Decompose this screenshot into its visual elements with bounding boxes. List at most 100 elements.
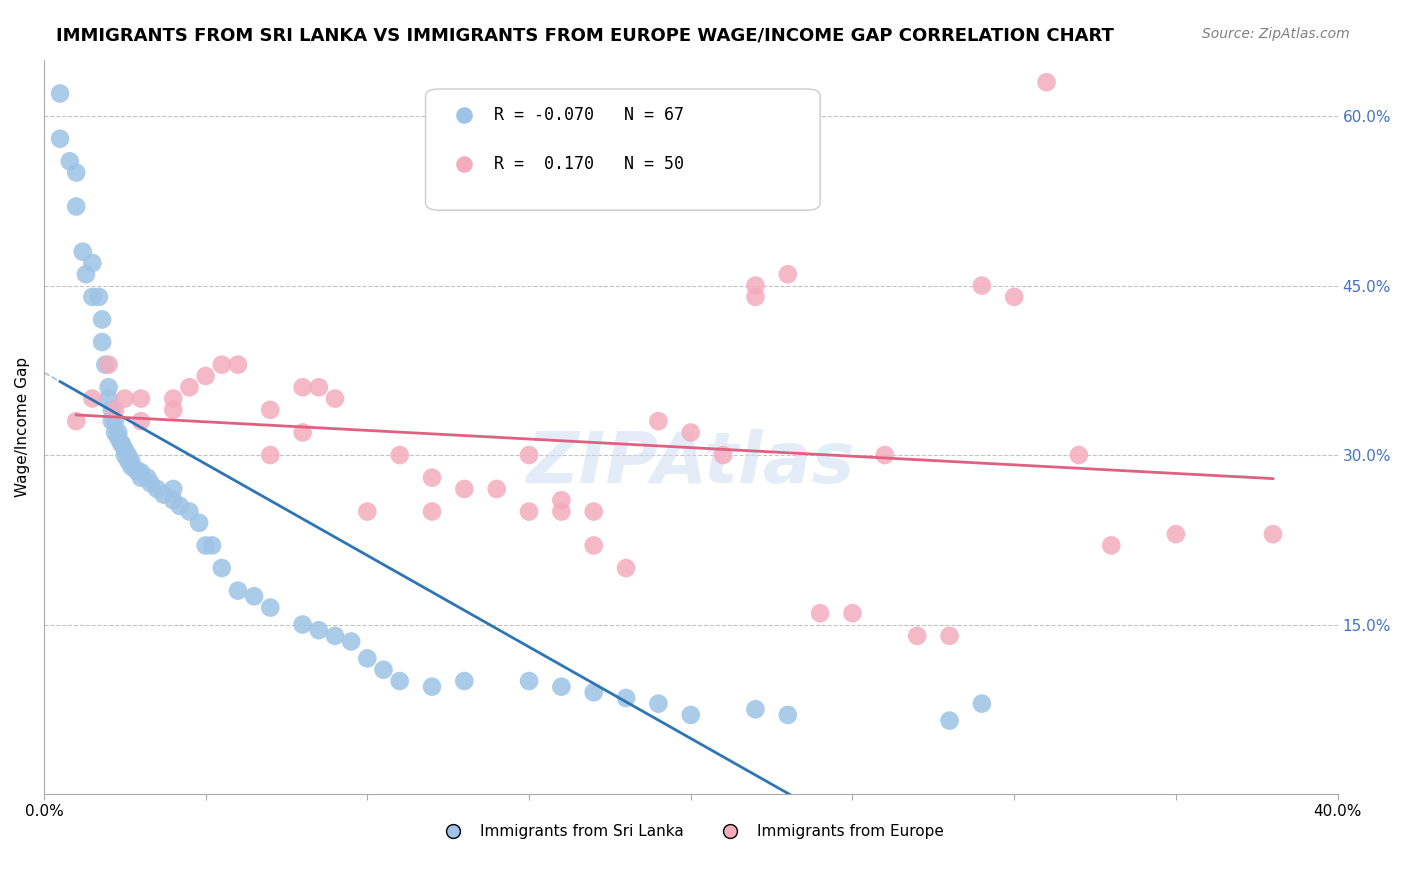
Point [259,402,281,417]
Point [356,651,378,665]
Point [65,199,87,213]
Text: ZIPAtlas: ZIPAtlas [526,429,855,498]
Point [49,131,72,145]
Point [152,487,174,501]
Legend: Immigrants from Sri Lanka, Immigrants from Europe: Immigrants from Sri Lanka, Immigrants fr… [432,818,950,845]
Point [72,244,94,259]
Point [162,402,184,417]
Point [582,538,605,552]
Point [550,493,572,508]
Point [101,414,124,428]
Point [110,436,132,450]
Point [243,589,266,603]
Point [129,470,152,484]
Point [201,538,224,552]
Point [308,623,330,637]
Point [169,499,191,513]
Point [776,707,799,722]
Point [453,673,475,688]
Point [91,334,114,349]
Point [129,465,152,479]
Point [550,680,572,694]
Point [647,414,669,428]
Point [679,425,702,440]
Point [291,380,314,394]
Point [82,290,104,304]
Point [107,425,129,440]
Point [104,414,127,428]
Point [59,154,82,169]
Point [1067,448,1090,462]
Point [744,278,766,293]
Point [188,516,211,530]
Point [1099,538,1122,552]
Point [124,461,146,475]
Point [91,312,114,326]
Point [582,685,605,699]
Point [94,358,117,372]
Y-axis label: Wage/Income Gap: Wage/Income Gap [15,357,30,497]
Point [194,538,217,552]
Point [1035,75,1057,89]
Point [420,470,443,484]
Point [226,583,249,598]
Point [114,442,136,457]
Point [104,425,127,440]
Point [291,617,314,632]
Point [146,482,169,496]
Point [841,606,863,620]
Point [162,493,184,508]
Point [373,663,395,677]
Point [388,673,411,688]
Text: Source: ZipAtlas.com: Source: ZipAtlas.com [1202,27,1350,41]
Point [101,402,124,417]
Point [120,453,142,467]
Text: R = -0.070   N = 67: R = -0.070 N = 67 [494,105,685,124]
Point [49,87,72,101]
Point [744,702,766,716]
Point [308,380,330,394]
Point [82,256,104,270]
Point [420,504,443,518]
Point [87,290,110,304]
Point [194,368,217,383]
Point [873,448,896,462]
Point [970,278,993,293]
Point [679,707,702,722]
Point [117,453,139,467]
Point [259,448,281,462]
Point [129,414,152,428]
Point [647,697,669,711]
Point [711,448,734,462]
Point [211,358,233,372]
Point [388,448,411,462]
Point [808,606,831,620]
Point [323,629,346,643]
Point [582,504,605,518]
Text: IMMIGRANTS FROM SRI LANKA VS IMMIGRANTS FROM EUROPE WAGE/INCOME GAP CORRELATION : IMMIGRANTS FROM SRI LANKA VS IMMIGRANTS … [56,27,1114,45]
Point [75,267,97,281]
Point [120,459,142,474]
Point [420,680,443,694]
Point [744,290,766,304]
Point [905,629,928,643]
Text: R =  0.170   N = 50: R = 0.170 N = 50 [494,155,685,173]
Point [1261,527,1284,541]
Point [104,402,127,417]
Point [517,673,540,688]
Point [323,392,346,406]
Point [97,380,120,394]
Point [97,392,120,406]
Point [226,358,249,372]
Point [211,561,233,575]
Point [129,392,152,406]
Point [259,600,281,615]
Point [340,634,363,648]
Point [127,465,149,479]
Point [776,267,799,281]
Point [82,392,104,406]
Point [136,470,159,484]
Point [614,561,637,575]
Point [117,448,139,462]
Point [517,448,540,462]
